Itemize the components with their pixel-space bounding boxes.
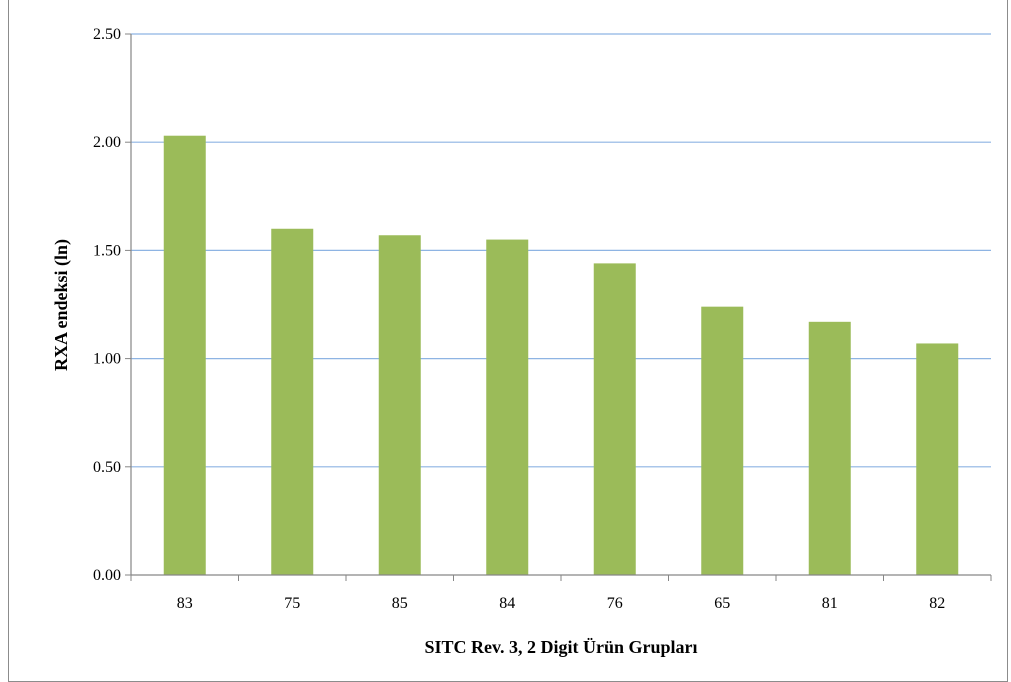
- y-tick-labels: 0.00 0.50 1.00 1.50 2.00 2.50: [93, 26, 121, 584]
- x-axis-title: SITC Rev. 3, 2 Digit Ürün Grupları: [424, 637, 697, 657]
- y-tick-label: 0.50: [93, 459, 121, 476]
- x-tick-label: 83: [177, 595, 193, 612]
- y-tick-label: 2.50: [93, 26, 121, 43]
- y-axis-title: RXA endeksi (ln): [51, 239, 72, 371]
- bar-85: [378, 235, 421, 575]
- x-tick-labels: 83 75 85 84 76 65 81 82: [177, 595, 946, 612]
- bar-65: [701, 306, 744, 575]
- x-tick-label: 82: [929, 595, 945, 612]
- bar-81: [808, 321, 851, 575]
- bar-76: [593, 263, 636, 575]
- gridlines: [131, 33, 991, 468]
- y-tick-label: 1.50: [93, 242, 121, 259]
- x-tick-label: 75: [284, 595, 300, 612]
- x-tick-label: 81: [822, 595, 838, 612]
- bar-82: [916, 343, 959, 575]
- bar-83: [163, 135, 206, 575]
- x-tick-label: 76: [607, 595, 623, 612]
- y-tick-label: 0.00: [93, 567, 121, 584]
- bar-75: [271, 228, 314, 575]
- x-tick-label: 84: [499, 595, 515, 612]
- x-tick-label: 85: [392, 595, 408, 612]
- x-tick-label: 65: [714, 595, 730, 612]
- y-tick-label: 1.00: [93, 351, 121, 368]
- bar-84: [486, 239, 529, 575]
- axes: [125, 33, 992, 581]
- bars: [163, 135, 959, 575]
- y-tick-label: 2.00: [93, 134, 121, 151]
